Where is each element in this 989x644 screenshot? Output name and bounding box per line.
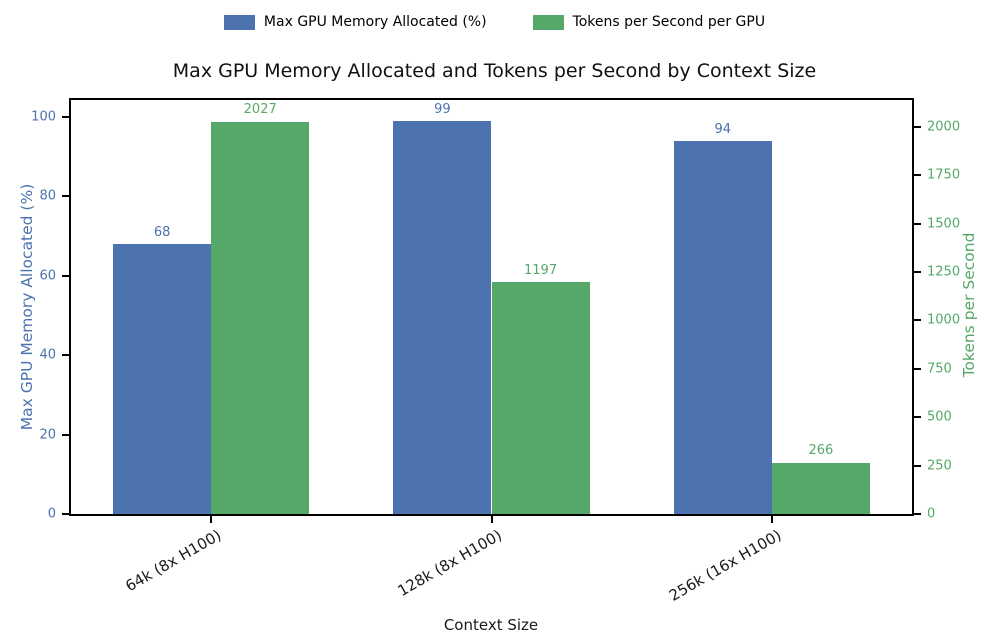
right-axis-tick (914, 464, 921, 467)
bar-memory-128k (8x H100) (393, 121, 492, 514)
right-axis-tick-label: 2000 (927, 119, 961, 135)
bar-value-tokens: 2027 (243, 102, 277, 118)
left-axis-tick (62, 274, 69, 277)
x-axis-tick (490, 516, 493, 523)
right-axis-tick (914, 125, 921, 128)
bar-value-memory: 68 (153, 225, 171, 241)
left-axis-tick-label: 80 (39, 188, 56, 204)
right-axis-tick-label: 1000 (927, 312, 961, 328)
right-axis-tick (914, 270, 921, 273)
left-axis-tick-label: 0 (47, 506, 56, 522)
bar-tokens-256k (16x H100) (771, 462, 870, 514)
right-axis-label: Tokens per Second (960, 232, 978, 378)
x-axis-tick (210, 516, 213, 523)
legend-entry-memory: Max GPU Memory Allocated (%) (223, 14, 487, 30)
right-axis-tick-label: 1250 (927, 264, 961, 280)
left-axis-tick (62, 195, 69, 198)
right-axis-tick-label: 250 (927, 458, 952, 474)
left-axis-tick (62, 513, 69, 515)
bar-tokens-64k (8x H100) (211, 121, 310, 514)
left-axis-tick-label: 100 (31, 109, 56, 125)
chart-title: Max GPU Memory Allocated and Tokens per … (172, 60, 817, 82)
right-axis-tick-label: 500 (927, 409, 952, 425)
bar-memory-64k (8x H100) (113, 244, 212, 514)
bar-tokens-128k (8x H100) (491, 282, 590, 514)
right-axis-tick (914, 367, 921, 370)
legend-entry-tokens: Tokens per Second per GPU (532, 14, 766, 30)
bar-memory-256k (16x H100) (673, 140, 772, 514)
right-axis-tick-label: 1500 (927, 216, 961, 232)
x-axis-tick (770, 516, 773, 523)
left-axis-tick (62, 116, 69, 119)
right-axis-tick (914, 174, 921, 177)
legend: Max GPU Memory Allocated (%) Tokens per … (0, 14, 989, 30)
x-axis-tick-label: 64k (8x H100) (122, 526, 225, 596)
legend-swatch-tokens (532, 14, 564, 30)
right-axis-tick-label: 750 (927, 361, 952, 377)
left-axis-tick-label: 20 (39, 427, 56, 443)
x-axis-tick-label: 128k (8x H100) (394, 526, 505, 601)
plot-area: 0 20 40 60 80 100 0 250 500 750 1000 1250 1500 1750 20… (31, 98, 960, 605)
left-axis-label: Max GPU Memory Allocated (%) (18, 183, 36, 431)
right-axis-tick (914, 319, 921, 322)
legend-label-tokens: Tokens per Second per GPU (572, 14, 766, 30)
legend-swatch-memory (223, 14, 255, 30)
bar-value-tokens: 266 (808, 443, 834, 459)
x-axis-label: Context Size (443, 616, 539, 634)
x-axis-tick-label: 256k (16x H100) (666, 526, 785, 605)
right-axis-tick-label: 1750 (927, 167, 961, 183)
right-axis-tick (914, 513, 921, 515)
right-axis-tick (914, 222, 921, 225)
bar-value-tokens: 1197 (524, 263, 558, 279)
left-axis-tick-label: 40 (39, 347, 56, 363)
left-axis-tick-label: 60 (39, 268, 56, 284)
bar-value-memory: 94 (714, 121, 732, 137)
bar-value-memory: 99 (434, 102, 451, 118)
right-axis-tick-label: 0 (927, 506, 936, 522)
left-axis-tick (62, 433, 69, 436)
left-axis-tick (62, 354, 69, 357)
right-axis-tick (914, 416, 921, 419)
legend-label-memory: Max GPU Memory Allocated (%) (263, 14, 487, 30)
